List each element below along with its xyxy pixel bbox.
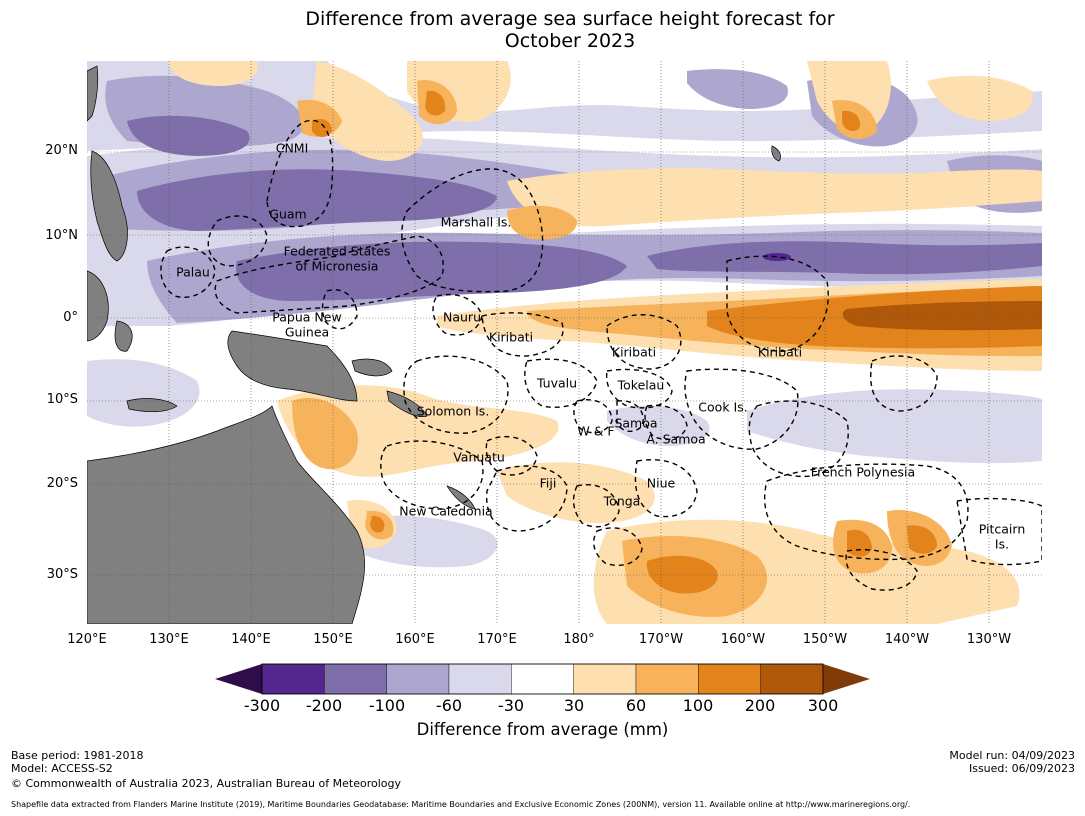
- lat-label-10n: 10°N: [45, 228, 78, 243]
- lon-label-150w: 150°W: [802, 632, 848, 647]
- lon-label-120e: 120°E: [67, 632, 107, 647]
- colorbar-bin: [261, 663, 325, 695]
- colorbar-tick-plus-200: 200: [744, 696, 776, 715]
- model-run: Model run: 04/09/2023: [949, 749, 1075, 762]
- lon-label-130w: 130°W: [966, 632, 1012, 647]
- region-label-vanuatu: Vanuatu: [453, 449, 505, 465]
- region-label-tuvalu: Tuvalu: [536, 375, 578, 391]
- colorbar-tick-minus-100: -100: [368, 696, 406, 715]
- map-title-line1: Difference from average sea surface heig…: [305, 8, 835, 30]
- region-label-new-caledonia: New Caledonia: [399, 503, 493, 519]
- region-label-american-samoa: A. Samoa: [646, 431, 706, 447]
- region-label-kiribati-east: Kiribati: [757, 344, 803, 360]
- colorbar-bin: [635, 663, 699, 695]
- lon-label-140e: 140°E: [231, 632, 271, 647]
- anomaly-band-plus-200-300: [842, 301, 1042, 331]
- taiwan-coast: [87, 65, 99, 122]
- lon-label-170w: 170°W: [638, 632, 684, 647]
- colorbar-bin: [511, 663, 574, 695]
- colorbar-over-arrow: [823, 664, 870, 694]
- lat-label-20n: 20°N: [45, 143, 78, 158]
- lon-label-130e: 130°E: [149, 632, 189, 647]
- colorbar-bin: [698, 663, 761, 695]
- lon-label-180: 180°: [563, 632, 595, 647]
- new-guinea: [227, 330, 358, 402]
- lon-label-170e: 170°E: [477, 632, 517, 647]
- map-canvas: [87, 61, 1042, 624]
- region-label-tonga: Tonga: [603, 493, 641, 509]
- new-caledonia: [446, 485, 476, 510]
- region-label-palau: Palau: [176, 264, 210, 280]
- graticule: [87, 61, 1042, 624]
- new-britain: [351, 358, 393, 377]
- region-label-pitcairn-line2: Is.: [994, 536, 1010, 552]
- colorbar-tick-minus-200: -200: [305, 696, 343, 715]
- colorbar-bins: [261, 663, 824, 695]
- colorbar-tick-plus-30: 30: [563, 696, 585, 715]
- region-label-niue: Niue: [646, 475, 676, 491]
- colorbar: [215, 663, 870, 695]
- region-label-png-line1: Papua New: [272, 309, 342, 325]
- map-title-line2: October 2023: [504, 30, 636, 52]
- region-label-nauru: Nauru: [443, 309, 481, 325]
- region-label-png-line2: Guinea: [284, 324, 330, 340]
- colorbar-outline: [261, 663, 824, 695]
- lon-label-150e: 150°E: [313, 632, 353, 647]
- lat-label-20s: 20°S: [46, 476, 78, 491]
- lat-label-10s: 10°S: [46, 392, 78, 407]
- anomaly-band-minus-200-300: [763, 253, 791, 261]
- colorbar-bin: [448, 663, 512, 695]
- footer-left: Base period: 1981-2018 Model: ACCESS-S2 …: [11, 749, 401, 790]
- lat-label-30s: 30°S: [46, 567, 78, 582]
- colorbar-tick-minus-30: -30: [497, 696, 525, 715]
- base-period: Base period: 1981-2018: [11, 749, 144, 762]
- colorbar-tick-plus-300: 300: [807, 696, 839, 715]
- solomons: [386, 390, 428, 417]
- region-label-marshall: Marshall Is.: [440, 214, 512, 230]
- region-label-samoa: Samoa: [614, 415, 658, 431]
- region-label-fsm-line2: of Micronesia: [295, 258, 379, 274]
- timor: [126, 398, 178, 413]
- colorbar-under-arrow: [215, 664, 262, 694]
- region-label-kiribati-west: Kiribati: [488, 329, 534, 345]
- colorbar-title: Difference from average (mm): [416, 720, 669, 739]
- colorbar-tick-plus-100: 100: [682, 696, 714, 715]
- model-name: Model: ACCESS-S2: [11, 762, 113, 775]
- region-label-fsm-line1: Federated States: [283, 243, 391, 259]
- lon-label-160e: 160°E: [395, 632, 435, 647]
- region-label-kiribati-central: Kiribati: [611, 344, 657, 360]
- region-label-solomon: Solomon Is.: [416, 403, 490, 419]
- eez-boundaries: [160, 119, 1042, 591]
- footer-right: Model run: 04/09/2023 Issued: 06/09/2023: [949, 749, 1075, 775]
- colorbar-tick-plus-60: 60: [625, 696, 647, 715]
- region-label-wallis-futuna: W & F: [577, 423, 615, 439]
- colorbar-tick-minus-300: -300: [243, 696, 281, 715]
- borneo-edge: [87, 270, 109, 342]
- region-label-cnmi: CNMI: [275, 140, 309, 156]
- map-title: Difference from average sea surface heig…: [0, 8, 1085, 52]
- region-label-fiji: Fiji: [539, 475, 557, 491]
- region-label-pitcairn-line1: Pitcairn: [978, 521, 1026, 537]
- lat-label-0: 0°: [63, 310, 78, 325]
- colorbar-bin: [386, 663, 450, 695]
- shapefile-credit: Shapefile data extracted from Flanders M…: [11, 800, 911, 809]
- sulawesi: [114, 320, 133, 352]
- colorbar-bin: [573, 663, 637, 695]
- region-label-guam: Guam: [269, 206, 307, 222]
- colorbar-bin: [760, 663, 824, 695]
- australia: [87, 405, 365, 624]
- region-label-cook: Cook Is.: [698, 399, 748, 415]
- lon-label-160w: 160°W: [720, 632, 766, 647]
- land-masses: [87, 65, 781, 624]
- colorbar-tick-minus-60: -60: [435, 696, 463, 715]
- colorbar-bin: [324, 663, 387, 695]
- region-label-tokelau: Tokelau: [617, 377, 665, 393]
- copyright: © Commonwealth of Australia 2023, Austra…: [11, 777, 401, 790]
- issued-date: Issued: 06/09/2023: [968, 762, 1075, 775]
- region-label-french-polynesia: French Polynesia: [810, 464, 916, 480]
- philippines: [90, 150, 128, 262]
- lon-label-140w: 140°W: [884, 632, 930, 647]
- sea-height-anomaly-map: [87, 61, 1042, 624]
